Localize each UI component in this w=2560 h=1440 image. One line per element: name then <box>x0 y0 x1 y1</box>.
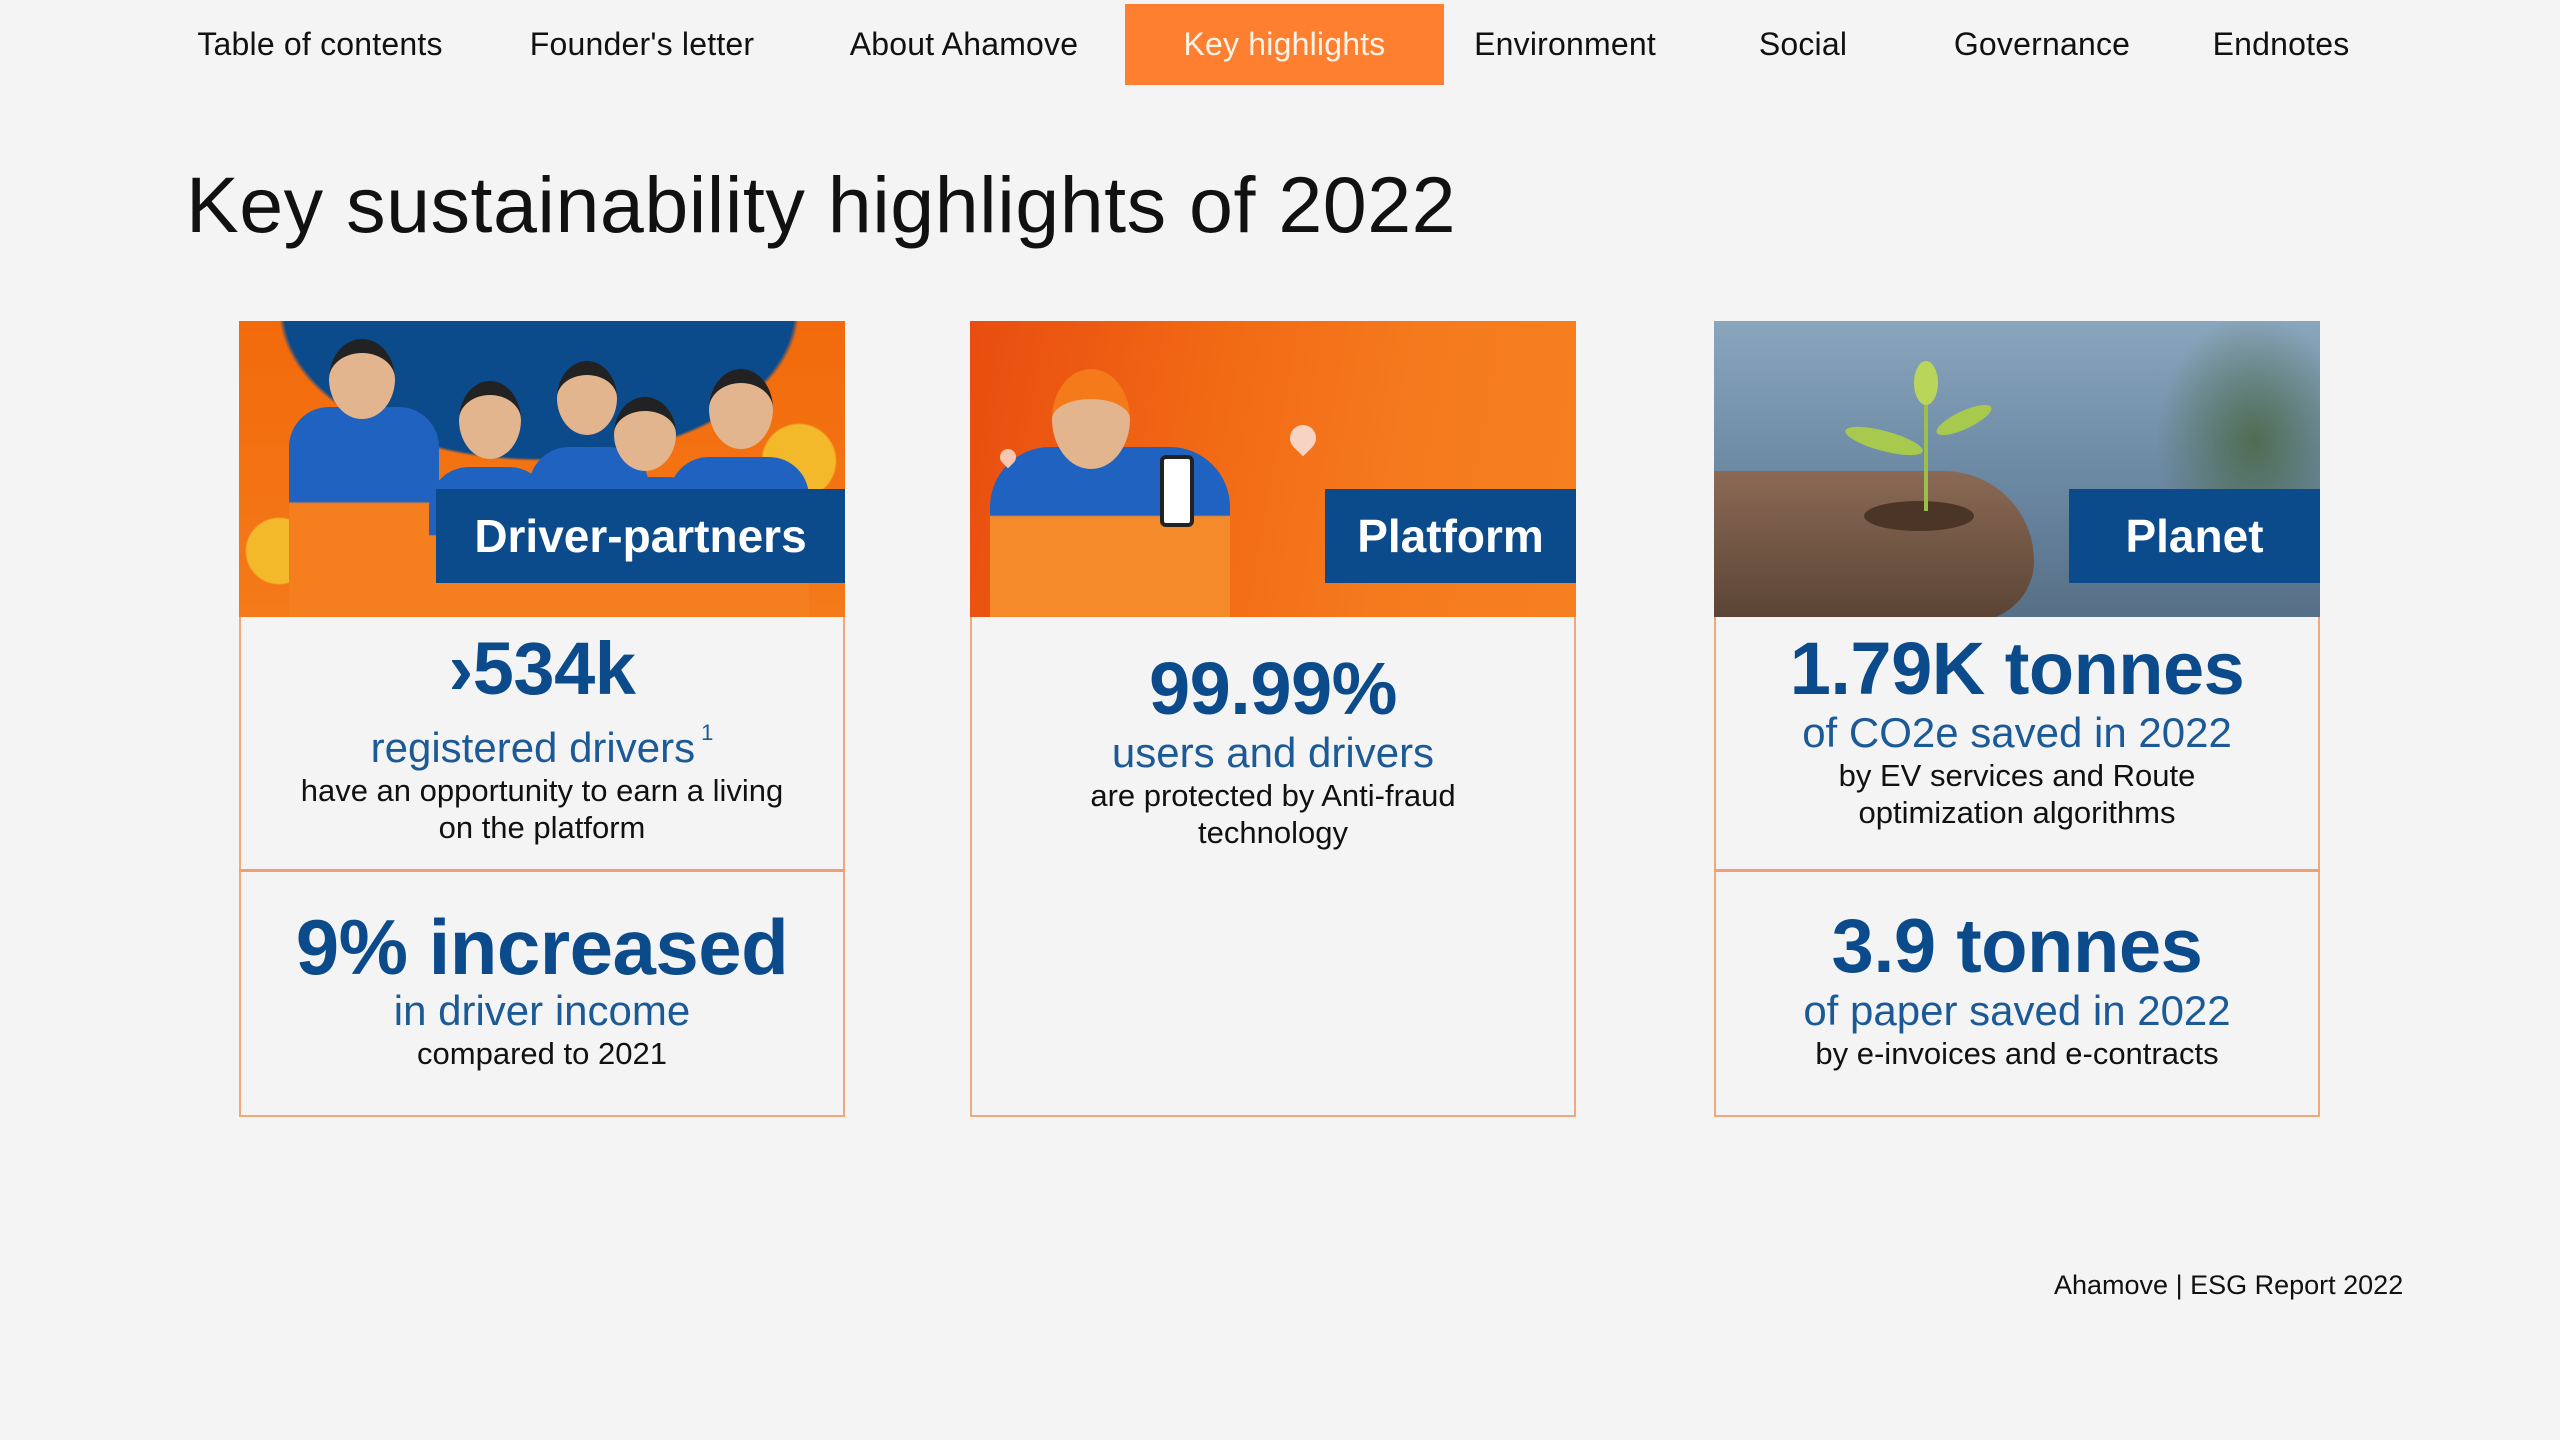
stat-description: by e-invoices and e-contracts <box>1716 1035 2318 1072</box>
stat-caption: in driver income <box>393 987 691 1034</box>
seedling-stem <box>1924 371 1928 511</box>
stat-value: 3.9 tonnes <box>1831 904 2203 989</box>
stat-description-line: by e-invoices and e-contracts <box>1815 1036 2219 1071</box>
stat-caption: of paper saved in 2022 <box>1803 987 2231 1034</box>
card-label: Planet <box>2069 489 2320 583</box>
stat-description-line: have an opportunity to earn a living <box>300 773 784 808</box>
soil-shape <box>1864 501 1974 531</box>
driver-helmet-head <box>1052 369 1130 469</box>
leaf-shape <box>1842 420 1926 462</box>
person-head <box>459 381 521 459</box>
stat-block: 9% increased in driver income compared t… <box>241 907 843 1072</box>
stat-description-line: by EV services and Route <box>1838 758 2196 793</box>
leaf-shape <box>1933 399 1995 441</box>
hands-shape <box>1714 471 2034 617</box>
stat-block: 99.99% users and drivers are protected b… <box>972 649 1574 851</box>
stat-caption-text: registered drivers <box>370 724 696 771</box>
person-head <box>329 339 395 419</box>
footer-report-label: Ahamove | ESG Report 2022 <box>2054 1270 2404 1300</box>
stat-description-line: technology <box>1198 815 1348 850</box>
stat-description-line: optimization algorithms <box>1858 795 2176 830</box>
nav-social[interactable]: Social <box>1758 26 1848 62</box>
stat-block: ›534k registered drivers 1 have an opport… <box>241 629 843 846</box>
map-pin-icon <box>1284 419 1322 457</box>
nav-environment[interactable]: Environment <box>1474 26 1656 62</box>
person-head <box>557 361 617 435</box>
stat-description: are protected by Anti-fraud technology <box>972 777 1574 851</box>
stat-value: ›534k <box>448 627 636 710</box>
card-platform: Platform 99.99% users and drivers are pr… <box>970 321 1576 1117</box>
nav-endnotes[interactable]: Endnotes <box>2212 26 2350 62</box>
stat-description: compared to 2021 <box>241 1035 843 1072</box>
drivers-group-photo: Driver-partners <box>239 321 845 617</box>
card-divider <box>239 869 845 872</box>
nav-governance[interactable]: Governance <box>1953 26 2131 62</box>
stat-value: 1.79K tonnes <box>1789 627 2245 710</box>
page-title: Key sustainability highlights of 2022 <box>186 160 1457 249</box>
stat-description-line: on the platform <box>438 810 646 845</box>
stat-caption: users and drivers <box>1111 729 1435 776</box>
nav-about-ahamove[interactable]: About Ahamove <box>849 26 1079 62</box>
phone-icon <box>1160 455 1194 527</box>
seedling-in-hands-photo: Planet <box>1714 321 2320 617</box>
person-figure <box>289 407 439 617</box>
stat-block: 3.9 tonnes of paper saved in 2022 by e-i… <box>1716 907 2318 1072</box>
nav-table-of-contents[interactable]: Table of contents <box>197 26 443 62</box>
nav-founders-letter[interactable]: Founder's letter <box>529 26 755 62</box>
person-head <box>614 397 676 471</box>
person-head <box>709 369 773 449</box>
stat-block: 1.79K tonnes of CO2e saved in 2022 by EV… <box>1716 629 2318 831</box>
stat-caption: registered drivers 1 <box>241 709 843 772</box>
card-driver-partners: Driver-partners ›534k registered drivers… <box>239 321 845 1117</box>
stat-value: 9% increased <box>295 903 789 991</box>
stat-description-line: are protected by Anti-fraud <box>1090 778 1456 813</box>
stat-description-line: compared to 2021 <box>417 1036 667 1071</box>
driver-with-phone-photo: Platform <box>970 321 1576 617</box>
leaf-shape <box>1914 361 1938 405</box>
nav-key-highlights[interactable]: Key highlights <box>1125 4 1444 85</box>
stat-caption: of CO2e saved in 2022 <box>1802 709 2232 756</box>
stat-value: 99.99% <box>1149 647 1397 730</box>
stat-description: by EV services and Route optimization al… <box>1716 757 2318 831</box>
driver-body <box>990 447 1230 617</box>
card-divider <box>1714 869 2320 872</box>
footnote-ref[interactable]: 1 <box>701 720 714 745</box>
stat-description: have an opportunity to earn a living on … <box>241 772 843 846</box>
card-label: Driver-partners <box>436 489 845 583</box>
card-label: Platform <box>1325 489 1576 583</box>
card-planet: Planet 1.79K tonnes of CO2e saved in 202… <box>1714 321 2320 1117</box>
